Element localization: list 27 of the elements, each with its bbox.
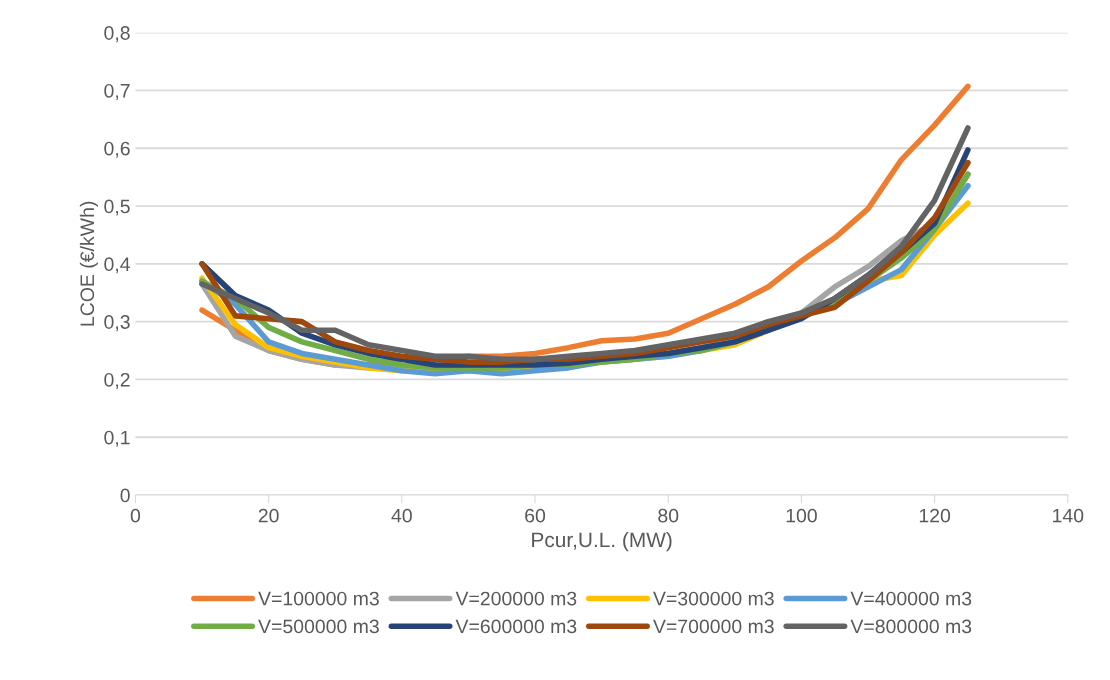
x-axis-title: Pcur,U.L. (MW) (532, 531, 672, 552)
y-tick-label: 0,7 (104, 83, 130, 100)
y-tick-label: 0,1 (104, 430, 130, 447)
legend-label: V=500000 m3 (258, 619, 379, 634)
legend-label: V=600000 m3 (455, 619, 577, 634)
legend-label: V=700000 m3 (653, 619, 774, 634)
y-tick-label: 0,2 (104, 372, 130, 389)
y-tick-label: 0,3 (104, 315, 130, 332)
legend-label: V=400000 m3 (850, 591, 972, 606)
x-tick-label: 140 (1053, 508, 1084, 523)
x-tick-label: 100 (786, 508, 817, 523)
x-tick-label: 120 (919, 508, 951, 523)
x-tick-label: 60 (525, 508, 546, 523)
y-tick-label: 0,6 (104, 141, 130, 158)
x-tick-label: 20 (258, 508, 279, 523)
x-tick-label: 80 (658, 508, 679, 523)
y-tick-label: 0,8 (104, 26, 130, 43)
y-tick-label: 0,5 (104, 199, 130, 216)
y-tick-label: 0,4 (104, 257, 130, 274)
legend-label: V=800000 m3 (850, 619, 972, 634)
y-axis-title: LCOE (€/kWh) (79, 201, 98, 326)
legend-label: V=300000 m3 (653, 591, 774, 606)
x-tick-label: 40 (391, 508, 412, 523)
legend-label: V=200000 m3 (455, 591, 577, 606)
x-tick-label: 0 (130, 508, 141, 523)
y-tick-label: 0 (120, 488, 130, 503)
legend-label: V=100000 m3 (258, 591, 379, 606)
